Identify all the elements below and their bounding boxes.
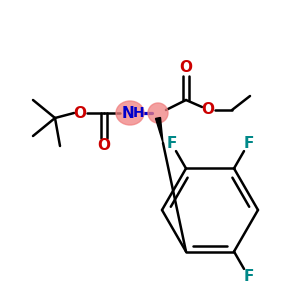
Text: F: F (243, 269, 254, 284)
Polygon shape (155, 118, 163, 143)
Text: O: O (202, 103, 214, 118)
Text: F: F (166, 136, 177, 151)
Text: F: F (243, 136, 254, 151)
Ellipse shape (116, 101, 144, 125)
Text: O: O (98, 139, 110, 154)
Text: H: H (133, 106, 145, 120)
Circle shape (148, 103, 168, 123)
Text: O: O (74, 106, 86, 121)
Text: O: O (179, 61, 193, 76)
Text: N: N (122, 106, 134, 121)
